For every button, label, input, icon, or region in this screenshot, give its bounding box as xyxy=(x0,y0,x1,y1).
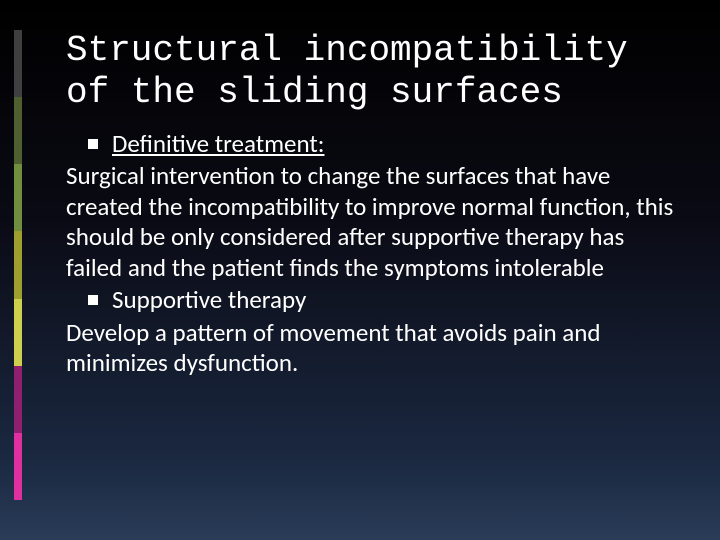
accent-stripes xyxy=(14,30,22,500)
slide-content: Structural incompatibility of the slidin… xyxy=(66,30,680,512)
slide-title: Structural incompatibility of the slidin… xyxy=(66,30,680,115)
stripe-5 xyxy=(14,299,22,366)
paragraph: Surgical intervention to change the surf… xyxy=(66,161,680,283)
bullet-marker-icon xyxy=(88,139,98,149)
bullet-marker-icon xyxy=(88,295,98,305)
stripe-2 xyxy=(14,97,22,164)
stripe-4 xyxy=(14,231,22,298)
stripe-1 xyxy=(14,30,22,97)
bullet-item: Supportive therapy xyxy=(66,285,680,316)
stripe-7 xyxy=(14,433,22,500)
stripe-3 xyxy=(14,164,22,231)
bullet-text: Definitive treatment: xyxy=(112,129,680,160)
slide-body: Definitive treatment: Surgical intervent… xyxy=(66,129,680,379)
bullet-text: Supportive therapy xyxy=(112,285,680,316)
stripe-6 xyxy=(14,366,22,433)
paragraph: Develop a pattern of movement that avoid… xyxy=(66,318,680,379)
bullet-item: Definitive treatment: xyxy=(66,129,680,160)
